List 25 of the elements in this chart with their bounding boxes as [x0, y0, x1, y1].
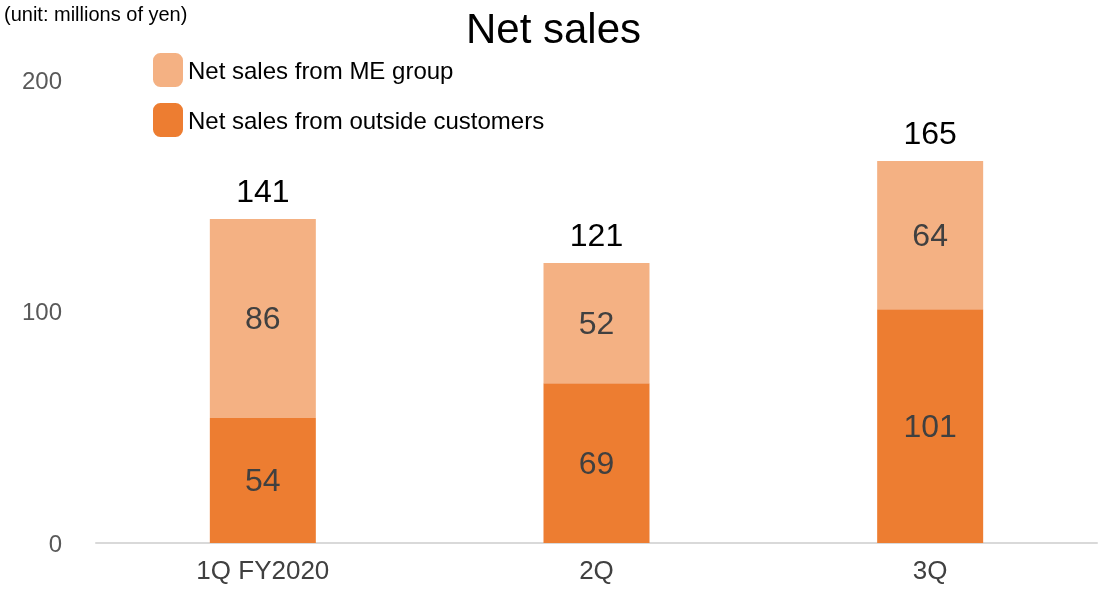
x-tick-label: 3Q [912, 555, 948, 585]
text: (unit: millions of yen) [4, 3, 188, 25]
bar [209, 218, 316, 418]
bar [209, 417, 316, 543]
y-tick-label: 100 [21, 298, 62, 325]
legend-label: Net sales from outside customers [188, 106, 545, 134]
total-label: 121 [569, 216, 624, 253]
bar [543, 262, 650, 384]
data-label: 101 [903, 408, 957, 445]
bar [877, 161, 984, 310]
y-tick-label: 200 [21, 66, 62, 94]
data-label: 52 [578, 305, 615, 342]
data-label: 54 [245, 462, 281, 499]
x-tick-label: 1Q FY2020 [196, 555, 330, 585]
total-label: 141 [236, 172, 290, 209]
x-tick-label: 2Q [579, 555, 614, 585]
data-label: 69 [578, 445, 615, 482]
bar [877, 309, 984, 543]
total-label: 165 [903, 115, 957, 152]
chart-title: Net sales [465, 4, 642, 52]
data-label: 86 [245, 300, 281, 337]
bar [543, 383, 650, 543]
legend-label: Net sales from ME group [188, 56, 454, 84]
y-tick-label: 0 [48, 529, 62, 557]
data-label: 64 [912, 217, 948, 254]
